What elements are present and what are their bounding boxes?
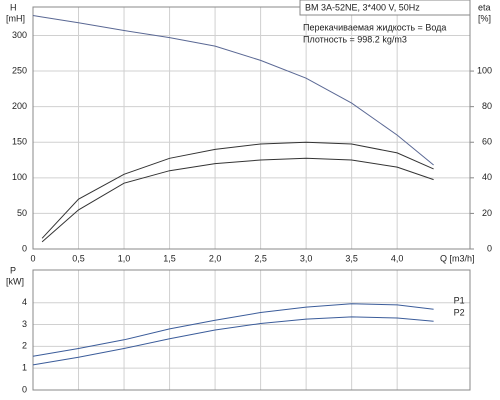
x-tick-label: 0	[30, 253, 35, 263]
y-tick-label: 50	[17, 208, 27, 218]
x-tick-label: 4,0	[391, 253, 404, 263]
y-tick-label: 1	[22, 363, 27, 373]
y2-tick-label: 0	[487, 243, 492, 253]
y-tick-label: 100	[12, 172, 27, 182]
x-tick-label: 2,0	[209, 253, 222, 263]
y-tick-label: 0	[22, 243, 27, 253]
series-line	[41, 141, 434, 239]
y2-axis-unit: [%]	[478, 13, 491, 23]
y-tick-label: 0	[22, 384, 27, 394]
x-tick-label: 1,5	[163, 253, 176, 263]
x-tick-label: 0,5	[72, 253, 85, 263]
annotation-box	[299, 0, 471, 16]
x-axis-label: Q [m3/h]	[440, 253, 475, 263]
x-tick-label: 3,0	[300, 253, 313, 263]
plot-frame	[32, 269, 471, 391]
annotation: Перекачиваемая жидкость = Вода	[303, 22, 446, 32]
y-axis-unit: [mH]	[6, 13, 25, 23]
series-line	[41, 157, 434, 243]
y-axis-label: P	[10, 265, 16, 275]
x-tick-label: 2,5	[254, 253, 267, 263]
annotation: Плотность = 998.2 kg/m3	[303, 34, 407, 44]
y-tick-label: 300	[12, 30, 27, 40]
y2-axis-label: eta	[478, 2, 491, 12]
series-label: P1	[454, 296, 465, 306]
x-tick-label: 1,0	[118, 253, 131, 263]
y2-tick-label: 80	[482, 101, 492, 111]
y2-tick-label: 60	[482, 137, 492, 147]
y-tick-label: 4	[22, 297, 27, 307]
y-tick-label: 2	[22, 341, 27, 351]
y2-tick-label: 100	[477, 65, 492, 75]
y-axis-unit: [kW]	[6, 276, 24, 286]
x-tick-label: 3,5	[345, 253, 358, 263]
y2-tick-label: 40	[482, 172, 492, 182]
y-tick-label: 200	[12, 101, 27, 111]
y-tick-label: 250	[12, 65, 27, 75]
annotation: BM 3A-52NE, 3*400 V, 50Hz	[305, 2, 420, 12]
y-tick-label: 150	[12, 137, 27, 147]
series-line	[32, 316, 434, 366]
y-axis-label: H	[10, 2, 17, 12]
series-label: P2	[454, 308, 465, 318]
series-line	[32, 15, 434, 166]
plot-frame	[32, 6, 471, 250]
y2-tick-label: 20	[482, 208, 492, 218]
series-line	[32, 303, 434, 357]
y-tick-label: 3	[22, 319, 27, 329]
